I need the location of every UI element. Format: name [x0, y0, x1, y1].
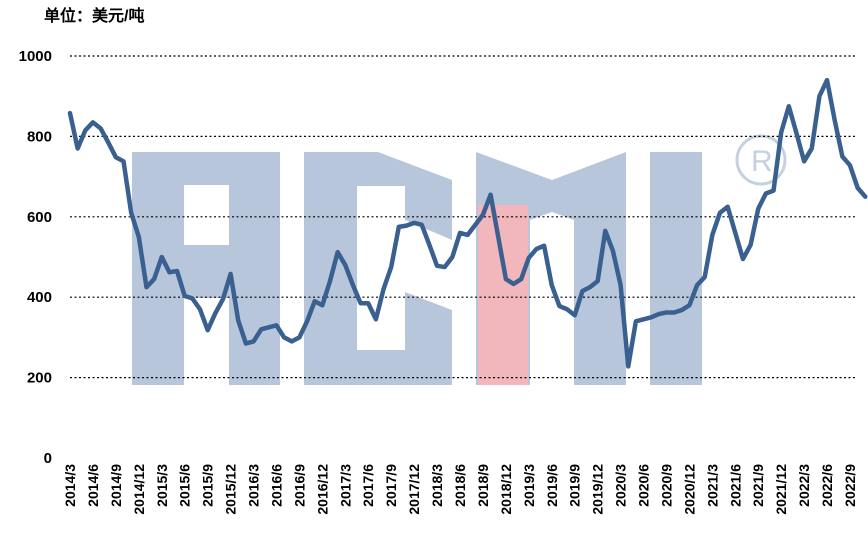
x-tick-label: 2015/12	[223, 464, 239, 515]
x-tick-label: 2019/12	[590, 464, 606, 515]
x-tick-label: 2022/3	[796, 464, 812, 507]
x-tick-label: 2019/9	[567, 464, 583, 507]
x-tick-label: 2020/3	[613, 464, 629, 507]
x-tick-label: 2020/9	[658, 464, 674, 507]
series-line-0	[67, 77, 868, 369]
x-tick-label: 2018/6	[452, 464, 468, 507]
y-tick-label: 800	[27, 128, 52, 145]
x-tick-label: 2015/3	[154, 464, 170, 507]
x-tick-label: 2021/3	[704, 464, 720, 507]
x-tick-label: 2017/3	[337, 464, 353, 507]
x-tick-label: 2018/9	[475, 464, 491, 507]
x-tick-label: 2019/6	[544, 464, 560, 507]
x-tick-label: 2014/6	[85, 464, 101, 507]
x-tick-label: 2015/6	[177, 464, 193, 507]
y-tick-label: 600	[27, 209, 52, 226]
x-tick-label: 2016/12	[314, 464, 330, 515]
watermark-red-band	[478, 205, 528, 385]
x-tick-label: 2016/3	[246, 464, 262, 507]
x-tick-label: 2017/6	[360, 464, 376, 507]
x-tick-label: 2018/12	[498, 464, 514, 515]
x-tick-label: 2014/12	[131, 464, 147, 515]
x-tick-label: 2019/3	[521, 464, 537, 507]
x-tick-label: 2021/6	[727, 464, 743, 507]
unit-label: 单位：美元/吨	[44, 8, 145, 25]
x-tick-label: 2017/9	[383, 464, 399, 507]
x-tick-label: 2015/9	[200, 464, 216, 507]
y-tick-label: 400	[27, 289, 52, 306]
x-tick-label: 2020/12	[681, 464, 697, 515]
x-tick-label: 2017/12	[406, 464, 422, 515]
x-tick-label: 2021/12	[773, 464, 789, 515]
x-tick-label: 2022/9	[842, 464, 858, 507]
x-tick-label: 2018/3	[429, 464, 445, 507]
y-tick-label: 0	[44, 450, 52, 467]
x-tick-label: 2020/6	[636, 464, 652, 507]
x-tick-label: 2014/9	[108, 464, 124, 507]
y-tick-label: 1000	[19, 48, 52, 65]
acmi-watermark: R	[132, 134, 787, 385]
x-tick-label: 2021/9	[750, 464, 766, 507]
x-tick-label: 2022/6	[819, 464, 835, 507]
svg-text:R: R	[751, 145, 773, 178]
x-tick-label: 2016/9	[291, 464, 307, 507]
y-tick-label: 200	[27, 370, 52, 387]
x-tick-label: 2016/6	[268, 464, 284, 507]
x-tick-label: 2014/3	[62, 464, 78, 507]
